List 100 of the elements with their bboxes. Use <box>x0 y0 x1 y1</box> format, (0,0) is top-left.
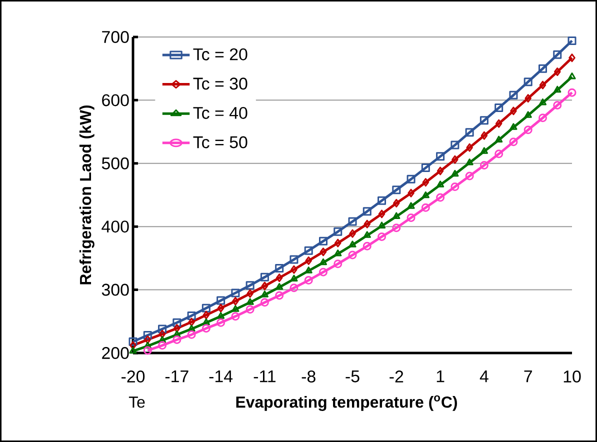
point <box>260 290 268 298</box>
point <box>276 283 284 290</box>
x-tick-label: 7 <box>524 370 532 382</box>
x-tick-label: -17 <box>165 370 188 382</box>
point <box>421 164 430 172</box>
point <box>318 268 328 276</box>
legend-label: Tc = 20 <box>193 48 248 60</box>
x-tick-label: 1 <box>436 370 444 382</box>
x-axis-title: Evaporating temperature ($^{o}$C) <box>236 395 457 411</box>
point <box>246 281 254 290</box>
y-tick-label: 300 <box>102 284 129 296</box>
point <box>363 231 371 238</box>
point <box>276 274 283 282</box>
x-tick-label: -2 <box>390 370 404 382</box>
point <box>480 161 488 170</box>
point <box>362 242 372 250</box>
point <box>173 330 181 338</box>
point <box>260 298 269 307</box>
point <box>406 213 416 222</box>
point <box>538 98 547 106</box>
point <box>275 291 284 300</box>
point <box>510 106 517 116</box>
point <box>422 178 430 187</box>
point <box>260 272 269 282</box>
point <box>231 288 240 298</box>
point <box>465 172 474 180</box>
point <box>232 296 239 306</box>
point <box>538 114 547 122</box>
point <box>553 50 562 59</box>
point <box>304 276 313 285</box>
point <box>290 284 298 292</box>
point <box>480 116 488 125</box>
point <box>334 260 342 268</box>
point <box>349 229 356 238</box>
x-tick-label: -11 <box>254 370 276 382</box>
point <box>466 143 473 152</box>
point <box>216 318 226 327</box>
point <box>554 86 562 93</box>
point <box>392 212 400 219</box>
legend-label: Tc = 40 <box>193 106 248 119</box>
point <box>304 266 312 274</box>
legend-label: Tc = 30 <box>193 78 248 90</box>
point <box>348 240 356 248</box>
point <box>495 119 502 128</box>
point <box>187 330 196 339</box>
y-axis-title: Refrigeration Laod (kW) <box>79 105 94 284</box>
point <box>480 131 488 140</box>
point <box>524 94 532 103</box>
point <box>128 337 138 346</box>
y-tick-label: 600 <box>102 94 129 106</box>
point <box>509 138 518 146</box>
point <box>553 100 562 110</box>
point <box>217 304 224 312</box>
point <box>144 335 152 344</box>
point <box>568 36 576 46</box>
point <box>465 128 474 137</box>
point <box>524 111 532 118</box>
point <box>450 140 460 150</box>
point <box>364 220 371 228</box>
x-tick-label: 4 <box>480 370 488 382</box>
text: Te <box>128 396 145 408</box>
point <box>232 305 240 312</box>
x-tick-label: -8 <box>302 370 316 383</box>
point <box>304 246 313 255</box>
point <box>480 147 488 154</box>
point <box>406 174 416 184</box>
y-tick-label: 500 <box>102 157 129 170</box>
point <box>217 312 225 319</box>
point <box>494 104 504 112</box>
point <box>172 335 182 344</box>
point <box>538 64 547 73</box>
point <box>188 324 196 332</box>
point <box>334 250 342 256</box>
point <box>188 318 195 326</box>
point <box>158 341 167 350</box>
point <box>436 180 444 188</box>
point <box>407 202 415 209</box>
point <box>231 312 240 321</box>
point <box>378 232 386 241</box>
point <box>172 318 182 327</box>
point <box>378 222 386 228</box>
point <box>246 289 254 298</box>
x-tick-label: -20 <box>122 370 145 383</box>
point <box>261 282 268 290</box>
point <box>334 238 342 248</box>
point <box>539 80 546 90</box>
point <box>334 227 342 236</box>
point <box>392 186 401 194</box>
point <box>319 258 328 266</box>
point <box>436 152 445 161</box>
point <box>524 78 532 86</box>
legend-label: Tc = 50 <box>193 136 248 148</box>
point <box>216 296 226 305</box>
point <box>510 123 518 130</box>
point <box>246 305 254 314</box>
point <box>408 188 414 198</box>
y-tick-label: 700 <box>102 30 129 43</box>
point <box>348 250 357 260</box>
point <box>452 155 458 164</box>
point <box>466 158 474 166</box>
